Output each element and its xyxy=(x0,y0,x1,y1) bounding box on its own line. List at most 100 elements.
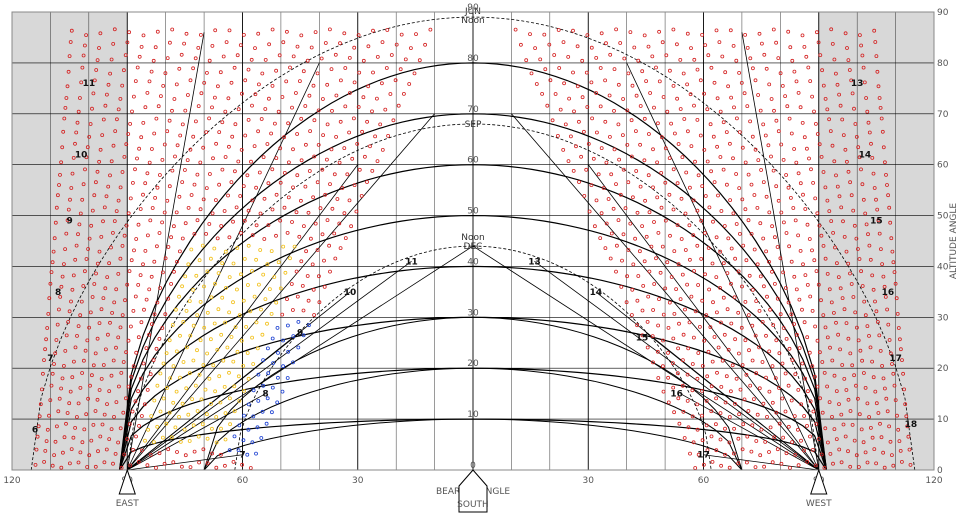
sun-position-dot xyxy=(892,270,897,275)
sun-position-dot xyxy=(371,28,375,33)
sun-position-dot xyxy=(254,185,259,190)
sun-position-dot xyxy=(604,160,609,165)
sun-position-dot xyxy=(100,133,105,138)
sun-position-dot xyxy=(612,109,616,113)
sun-position-dot xyxy=(86,247,90,251)
sun-position-dot xyxy=(205,461,210,466)
sun-position-dot xyxy=(226,96,231,101)
sun-position-dot xyxy=(169,281,174,286)
sun-position-dot xyxy=(807,237,812,241)
sun-position-dot xyxy=(151,440,156,445)
sun-position-dot xyxy=(796,427,800,432)
sun-position-dot xyxy=(79,80,84,85)
sun-position-dot xyxy=(774,40,778,45)
sun-position-dot xyxy=(175,259,179,264)
sun-position-dot xyxy=(183,221,188,226)
sun-position-dot xyxy=(245,351,250,355)
sun-position-dot xyxy=(905,424,910,429)
sun-position-dot xyxy=(617,157,621,162)
sun-position-dot xyxy=(764,333,768,338)
sun-position-dot xyxy=(703,194,708,198)
sun-position-dot xyxy=(162,142,167,147)
sun-position-dot xyxy=(761,180,766,185)
sun-position-dot xyxy=(183,453,188,458)
sun-position-dot xyxy=(562,81,566,86)
sun-position-dot xyxy=(184,345,189,350)
sun-position-dot xyxy=(630,83,635,88)
sun-position-dot xyxy=(771,168,776,173)
sun-position-dot xyxy=(664,53,669,58)
sun-position-dot xyxy=(310,262,315,267)
x-tick-label: 120 xyxy=(925,476,942,486)
sun-position-dot xyxy=(703,231,707,235)
sun-position-dot xyxy=(106,184,111,189)
sun-position-dot xyxy=(688,185,692,190)
sun-position-dot xyxy=(686,129,690,134)
sun-position-dot xyxy=(171,460,176,465)
sun-position-dot xyxy=(195,409,200,413)
sun-position-dot xyxy=(598,66,603,70)
sun-position-dot xyxy=(224,40,229,44)
sun-position-dot xyxy=(215,236,220,241)
sun-position-dot xyxy=(114,209,119,214)
sun-position-dot xyxy=(808,294,813,299)
sun-position-dot xyxy=(213,28,218,33)
sun-position-dot xyxy=(851,208,856,213)
sun-position-dot xyxy=(663,218,668,223)
sun-position-dot xyxy=(765,294,769,299)
sun-position-dot xyxy=(338,41,342,46)
sun-position-dot xyxy=(307,169,312,173)
sun-position-dot xyxy=(60,376,65,381)
sun-position-dot xyxy=(748,56,753,61)
sun-position-dot xyxy=(193,119,198,124)
sun-position-dot xyxy=(423,42,428,47)
sun-position-dot xyxy=(286,349,291,354)
sun-position-dot xyxy=(771,323,776,327)
sun-position-dot xyxy=(136,282,141,287)
sun-position-dot xyxy=(222,209,227,213)
sun-position-dot xyxy=(173,307,178,312)
sun-position-dot xyxy=(394,42,399,47)
sun-position-dot xyxy=(232,384,237,389)
sun-position-dot xyxy=(674,287,678,292)
sun-position-dot xyxy=(715,96,720,101)
sun-position-dot xyxy=(652,282,657,286)
sun-position-dot xyxy=(519,42,523,47)
sun-position-dot xyxy=(291,54,296,59)
sun-position-dot xyxy=(556,133,560,138)
sun-position-dot xyxy=(703,272,707,277)
sun-position-dot xyxy=(138,273,143,278)
sun-position-dot xyxy=(748,383,753,388)
sun-position-dot xyxy=(352,183,357,188)
sun-position-dot xyxy=(852,438,857,443)
sun-position-dot xyxy=(603,119,608,124)
sun-position-dot xyxy=(47,296,52,301)
sun-position-dot xyxy=(762,464,766,469)
sun-position-dot xyxy=(737,186,742,191)
sun-position-dot xyxy=(167,410,172,415)
sun-position-dot xyxy=(877,333,882,338)
sun-position-dot xyxy=(898,337,902,342)
sun-position-dot xyxy=(878,106,883,110)
sun-position-dot xyxy=(693,309,698,314)
sun-position-dot xyxy=(777,351,782,356)
sun-position-dot xyxy=(223,109,228,114)
sun-position-dot xyxy=(295,132,300,136)
sun-position-dot xyxy=(69,186,74,190)
sun-position-dot xyxy=(784,231,789,235)
hour-label: 18 xyxy=(905,420,918,430)
sun-position-dot xyxy=(728,141,732,146)
sun-position-dot xyxy=(772,435,777,440)
sun-position-dot xyxy=(58,294,63,299)
sun-position-dot xyxy=(723,400,728,405)
sun-position-dot xyxy=(118,426,123,431)
sun-position-dot xyxy=(98,147,103,152)
sun-position-dot xyxy=(60,274,65,279)
sun-position-dot xyxy=(342,211,347,216)
sun-position-dot xyxy=(347,91,352,95)
sun-position-dot xyxy=(168,376,173,381)
sun-position-dot xyxy=(733,401,737,406)
sun-position-dot xyxy=(229,80,234,85)
sun-position-dot xyxy=(811,180,815,185)
